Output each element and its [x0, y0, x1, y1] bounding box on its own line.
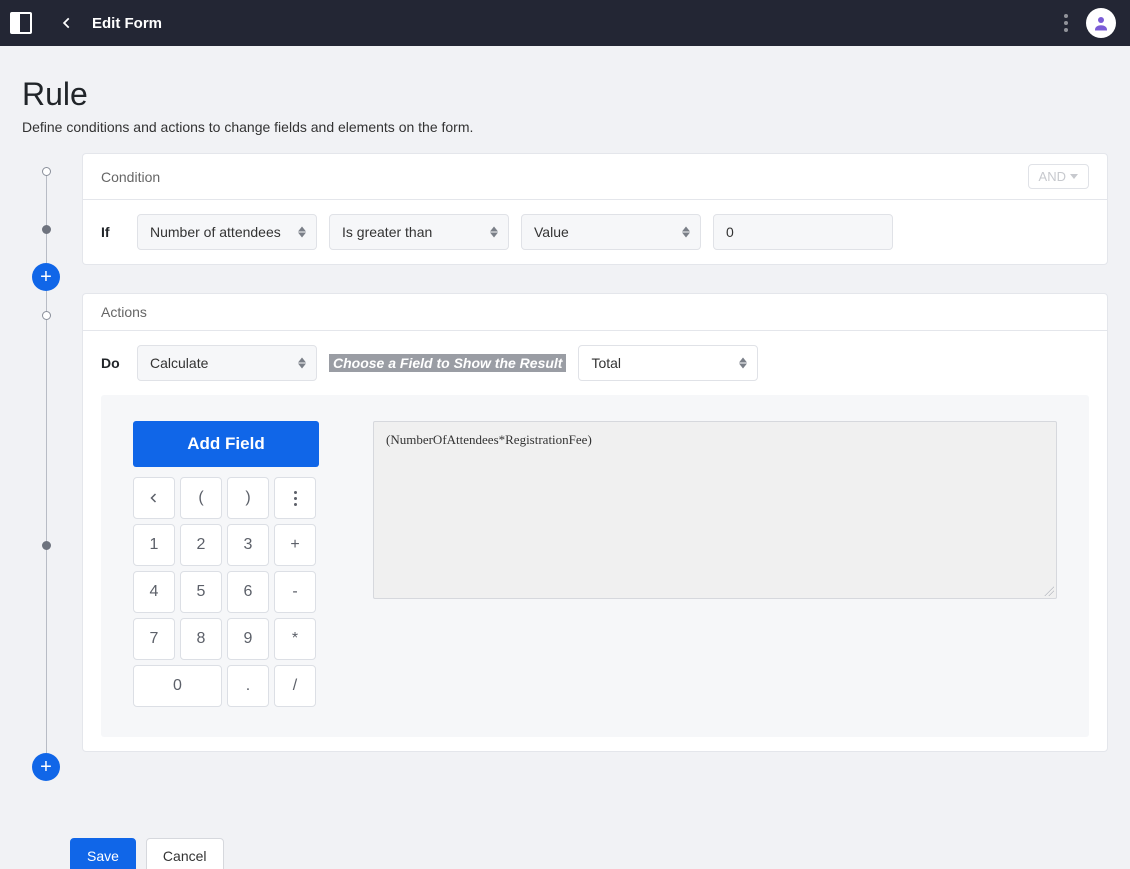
timeline-dot	[42, 541, 51, 550]
rule-timeline: + +	[22, 153, 82, 778]
calc-key-9[interactable]: 9	[227, 618, 269, 660]
calc-key-minus[interactable]: -	[274, 571, 316, 613]
input-value: 0	[726, 224, 734, 240]
calc-key-0[interactable]: 0	[133, 665, 222, 707]
page-header-title: Edit Form	[92, 15, 162, 32]
timeline-dot	[42, 311, 51, 320]
calc-key-5[interactable]: 5	[180, 571, 222, 613]
select-value: Total	[591, 355, 621, 371]
condition-value-input[interactable]: 0	[713, 214, 893, 250]
condition-section-label: Condition	[101, 169, 160, 185]
resize-handle-icon[interactable]	[1044, 586, 1054, 596]
do-label: Do	[101, 355, 125, 371]
select-value: Is greater than	[342, 224, 432, 240]
actions-section-label: Actions	[101, 304, 147, 320]
calc-key-decimal[interactable]: .	[227, 665, 269, 707]
calc-key-more[interactable]	[274, 477, 316, 519]
page-title: Rule	[22, 76, 1108, 113]
user-avatar[interactable]	[1086, 8, 1116, 38]
if-label: If	[101, 224, 125, 240]
condition-field-select[interactable]: Number of attendees	[137, 214, 317, 250]
calc-key-backspace[interactable]	[133, 477, 175, 519]
sidebar-toggle-icon[interactable]	[10, 12, 32, 34]
sort-icon	[490, 227, 498, 238]
select-value: Value	[534, 224, 569, 240]
sort-icon	[682, 227, 690, 238]
calc-key-3[interactable]: 3	[227, 524, 269, 566]
formula-text: (NumberOfAttendees*RegistrationFee)	[386, 432, 592, 447]
sort-icon	[298, 227, 306, 238]
sort-icon	[739, 358, 747, 369]
condition-value-type-select[interactable]: Value	[521, 214, 701, 250]
calc-key-7[interactable]: 7	[133, 618, 175, 660]
top-bar: Edit Form	[0, 0, 1130, 46]
chevron-down-icon	[1070, 174, 1078, 179]
timeline-dot	[42, 167, 51, 176]
more-menu-icon[interactable]	[1064, 14, 1068, 32]
back-button[interactable]	[60, 16, 74, 30]
calc-key-6[interactable]: 6	[227, 571, 269, 613]
save-button[interactable]: Save	[70, 838, 136, 869]
page-content: Rule Define conditions and actions to ch…	[0, 46, 1130, 869]
choose-field-highlight: Choose a Field to Show the Result	[329, 354, 566, 372]
calc-key-close-paren[interactable]: )	[227, 477, 269, 519]
calc-key-8[interactable]: 8	[180, 618, 222, 660]
sort-icon	[298, 358, 306, 369]
form-footer: Save Cancel	[22, 838, 1108, 869]
and-label: AND	[1039, 169, 1066, 184]
add-condition-button[interactable]: +	[32, 263, 60, 291]
action-type-select[interactable]: Calculate	[137, 345, 317, 381]
formula-textarea[interactable]: (NumberOfAttendees*RegistrationFee)	[373, 421, 1057, 599]
actions-card: Actions Do Calculate Choose a Field to S…	[82, 293, 1108, 752]
add-action-button[interactable]: +	[32, 753, 60, 781]
calc-key-multiply[interactable]: *	[274, 618, 316, 660]
select-value: Number of attendees	[150, 224, 281, 240]
calc-key-open-paren[interactable]: (	[180, 477, 222, 519]
calc-key-2[interactable]: 2	[180, 524, 222, 566]
calc-key-plus[interactable]: +	[274, 524, 316, 566]
result-field-select[interactable]: Total	[578, 345, 758, 381]
condition-card: Condition AND If Number of attendees	[82, 153, 1108, 265]
calc-key-divide[interactable]: /	[274, 665, 316, 707]
calc-key-1[interactable]: 1	[133, 524, 175, 566]
condition-and-toggle[interactable]: AND	[1028, 164, 1089, 189]
select-value: Calculate	[150, 355, 208, 371]
calculator-panel: Add Field ( ) 1 2	[101, 395, 1089, 737]
timeline-dot	[42, 225, 51, 234]
page-subtitle: Define conditions and actions to change …	[22, 119, 1108, 135]
calc-key-4[interactable]: 4	[133, 571, 175, 613]
add-field-button[interactable]: Add Field	[133, 421, 319, 467]
cancel-button[interactable]: Cancel	[146, 838, 224, 869]
calculator-keypad: ( ) 1 2 3 + 4 5 6	[133, 477, 319, 707]
condition-operator-select[interactable]: Is greater than	[329, 214, 509, 250]
